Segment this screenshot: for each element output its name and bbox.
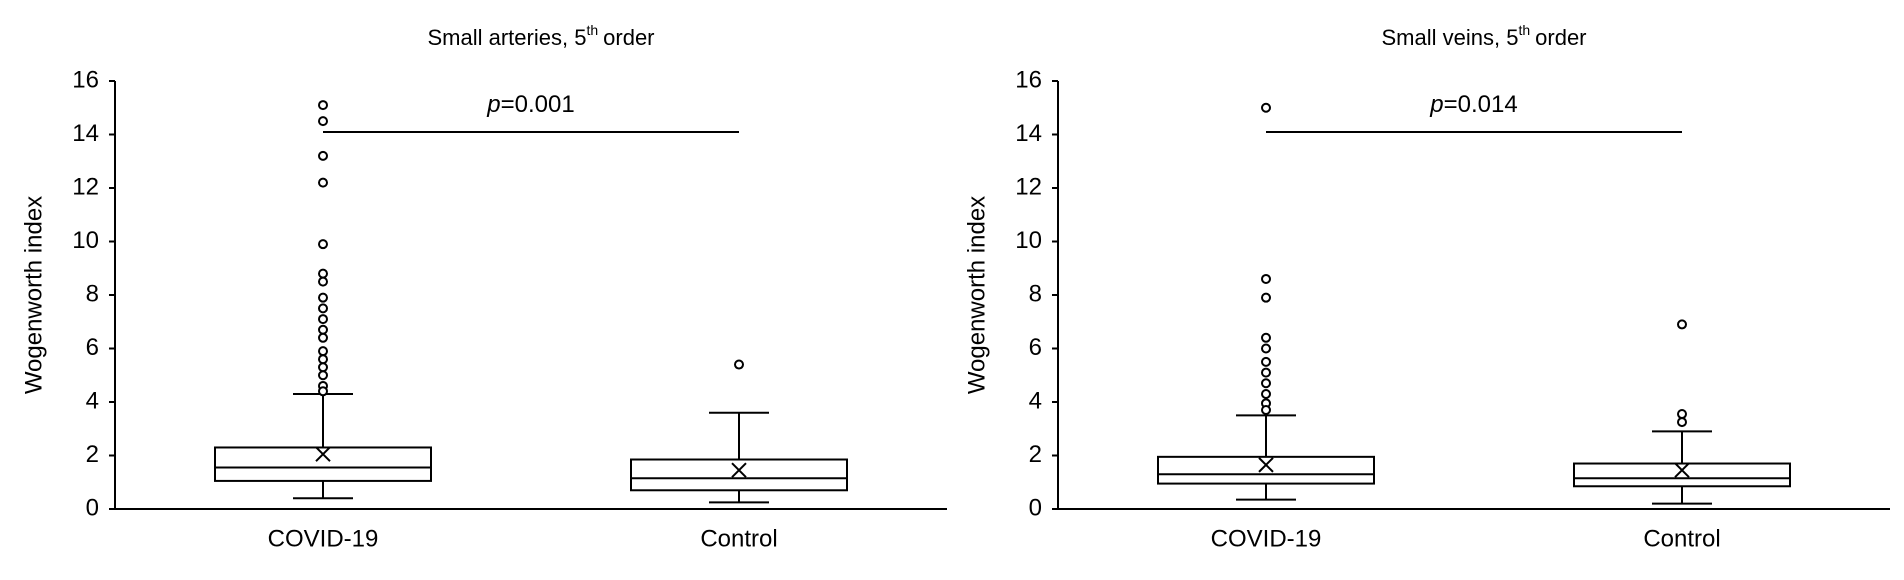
mean-marker [1258,457,1274,473]
y-tick-label: 4 [1029,387,1042,414]
outlier [1261,332,1271,343]
chart-title: Small veins, 5th order [1382,22,1587,50]
outlier [318,150,328,161]
outlier [318,324,328,335]
chart: Small veins, 5th order Wogenworth index 0 2 4… [963,22,1890,552]
outlier [318,346,328,357]
outlier [318,177,328,188]
mean-marker [731,462,747,478]
outlier [1261,388,1271,399]
y-tick-label: 0 [86,494,99,521]
title-text: Small veins, 5 [1382,25,1519,50]
outlier [318,332,328,343]
outlier [1677,409,1687,420]
outlier [318,276,328,287]
outlier [1261,356,1271,367]
y-axis-label: Wogenworth index [963,196,990,394]
x-tick-label: Control [700,525,777,552]
outlier [318,362,328,373]
y-tick-label: 12 [72,173,99,200]
y-tick-label: 16 [72,66,99,93]
outlier [1261,405,1271,416]
y-tick-label: 10 [72,227,99,254]
y-tick-label: 8 [1029,280,1042,307]
outlier [318,303,328,314]
title-text: Small arteries, 5 [428,25,587,50]
y-tick-label: 14 [1015,120,1042,147]
x-tick-label: COVID-19 [1211,525,1322,552]
outlier [734,359,744,370]
title-suffix: order [1535,25,1586,50]
y-tick-label: 2 [86,441,99,468]
annotation: p=0.014 [1429,91,1517,118]
outlier [318,354,328,365]
title-suffix: order [603,25,654,50]
mean-marker [1674,462,1690,478]
y-tick-label: 2 [1029,441,1042,468]
outlier [318,100,328,111]
box [214,446,432,482]
outlier [1677,417,1687,428]
title-superscript: th [586,22,598,38]
x-tick-label: COVID-19 [268,525,379,552]
annotation-text: =0.001 [501,91,575,118]
annotation-text: =0.014 [1444,91,1518,118]
annotation-italic: p [486,91,500,118]
y-tick-label: 10 [1015,227,1042,254]
annotation-italic: p [1429,91,1443,118]
annotation: p=0.001 [486,91,574,118]
outlier [318,314,328,325]
y-tick-label: 12 [1015,173,1042,200]
outlier [1261,343,1271,354]
y-tick-label: 4 [86,387,99,414]
chart-title: Small arteries, 5th order [428,22,655,50]
y-tick-label: 16 [1015,66,1042,93]
outlier [318,239,328,250]
x-tick-label: Control [1643,525,1720,552]
y-tick-label: 6 [1029,334,1042,361]
outlier [318,386,328,397]
outlier [1261,102,1271,113]
title-superscript: th [1518,22,1530,38]
box [1157,455,1375,485]
y-tick-label: 6 [86,334,99,361]
y-axis-label: Wogenworth index [20,196,47,394]
box [630,458,848,492]
y-tick-label: 8 [86,280,99,307]
y-tick-label: 14 [72,120,99,147]
outlier [318,292,328,303]
mean-marker [315,446,331,462]
box [1573,462,1791,488]
chart: Small arteries, 5th order Wogenworth index… [20,22,947,552]
outlier [1261,367,1271,378]
outlier [1261,378,1271,389]
outlier [318,370,328,381]
outlier [318,116,328,127]
outlier [1261,292,1271,303]
outlier [1677,319,1687,330]
outlier [1261,273,1271,284]
outlier [318,268,328,279]
y-tick-label: 0 [1029,494,1042,521]
